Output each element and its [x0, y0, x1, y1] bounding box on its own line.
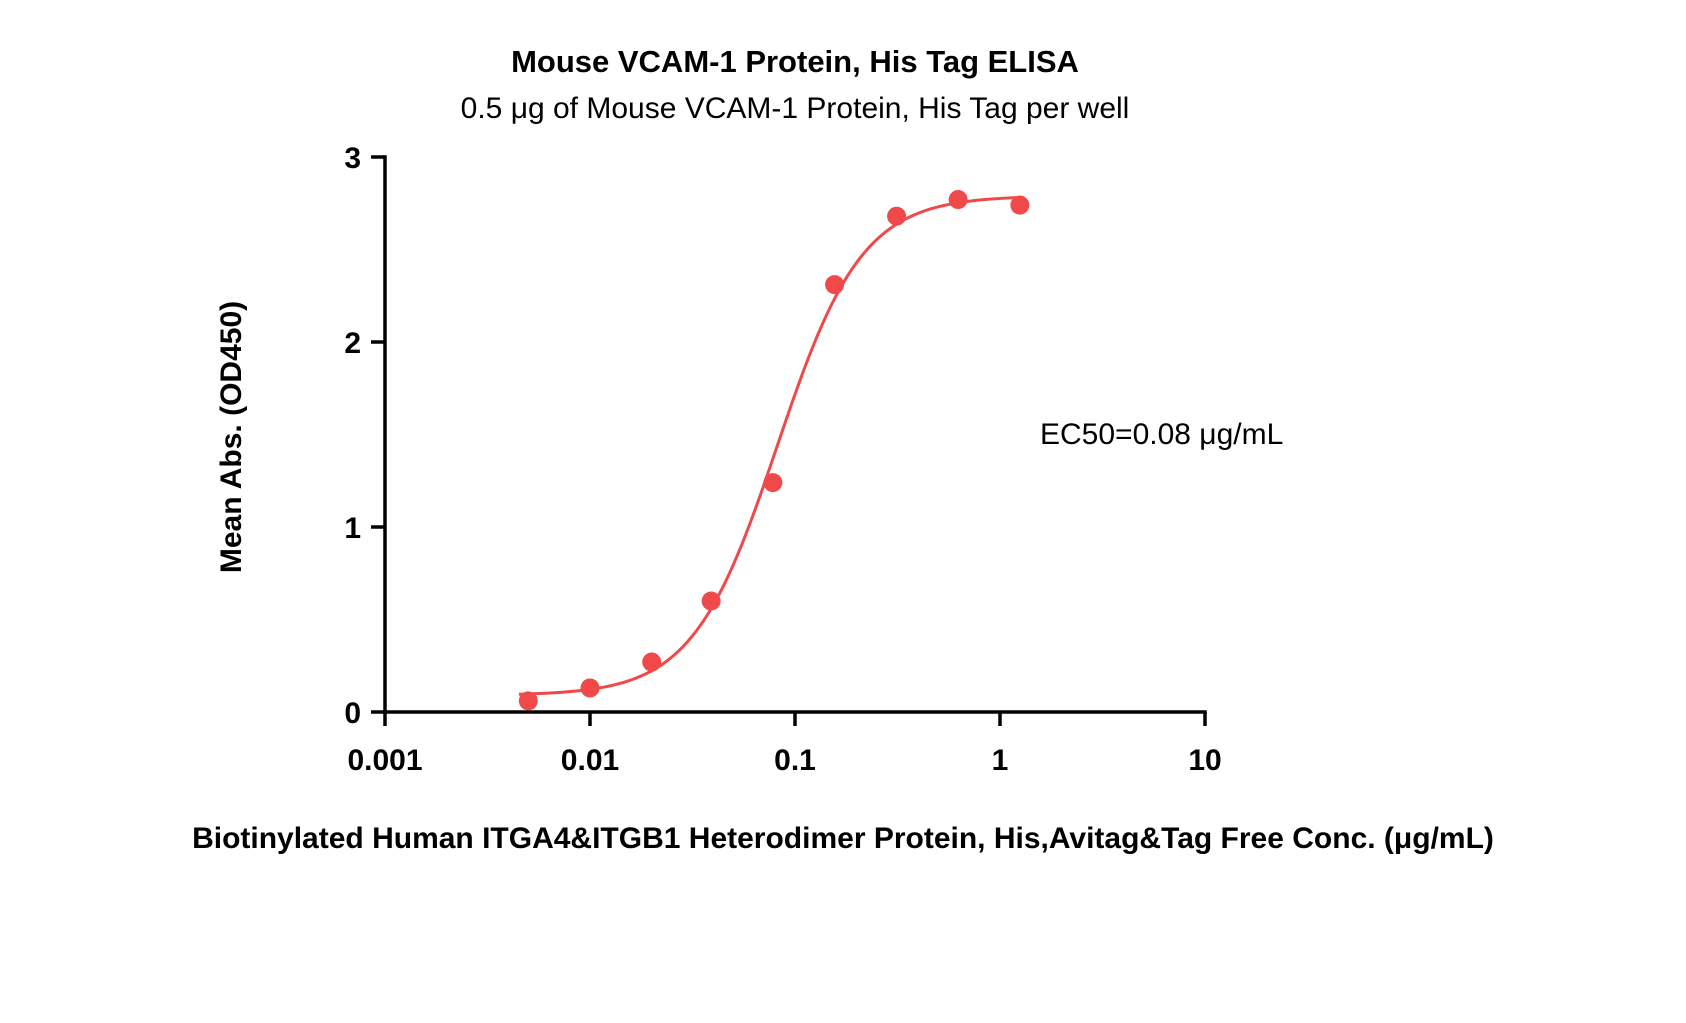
data-point: [763, 473, 783, 493]
data-point: [518, 691, 538, 711]
data-point: [887, 206, 907, 226]
x-tick-label: 0.01: [561, 744, 619, 777]
data-point: [948, 190, 968, 210]
x-tick-label: 0.1: [774, 744, 816, 777]
y-tick-label: 3: [344, 142, 361, 175]
x-tick-label: 1: [992, 744, 1009, 777]
y-tick-label: 2: [344, 327, 361, 360]
y-tick-label: 0: [344, 697, 361, 730]
data-point: [825, 275, 845, 295]
chart-subtitle: 0.5 μg of Mouse VCAM-1 Protein, His Tag …: [460, 92, 1130, 125]
chart-title: Mouse VCAM-1 Protein, His Tag ELISA: [511, 44, 1079, 79]
data-point: [1010, 195, 1030, 215]
ec50-annotation: EC50=0.08 μg/mL: [1040, 418, 1284, 451]
data-point: [580, 678, 600, 698]
x-tick-label: 0.001: [347, 744, 422, 777]
x-tick-label: 10: [1188, 744, 1221, 777]
fit-curve: [518, 195, 1024, 696]
data-point: [642, 652, 662, 672]
data-point: [701, 591, 721, 611]
x-axis-label: Biotinylated Human ITGA4&ITGB1 Heterodim…: [192, 822, 1494, 855]
y-tick-label: 1: [344, 512, 361, 545]
